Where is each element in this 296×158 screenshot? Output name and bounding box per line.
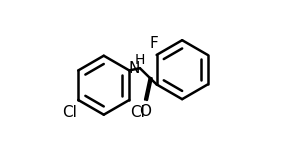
Text: F: F xyxy=(149,36,158,51)
Text: Cl: Cl xyxy=(62,105,77,120)
Text: Cl: Cl xyxy=(130,105,145,120)
Text: O: O xyxy=(139,104,151,119)
Text: N: N xyxy=(128,61,140,76)
Text: H: H xyxy=(135,53,145,67)
